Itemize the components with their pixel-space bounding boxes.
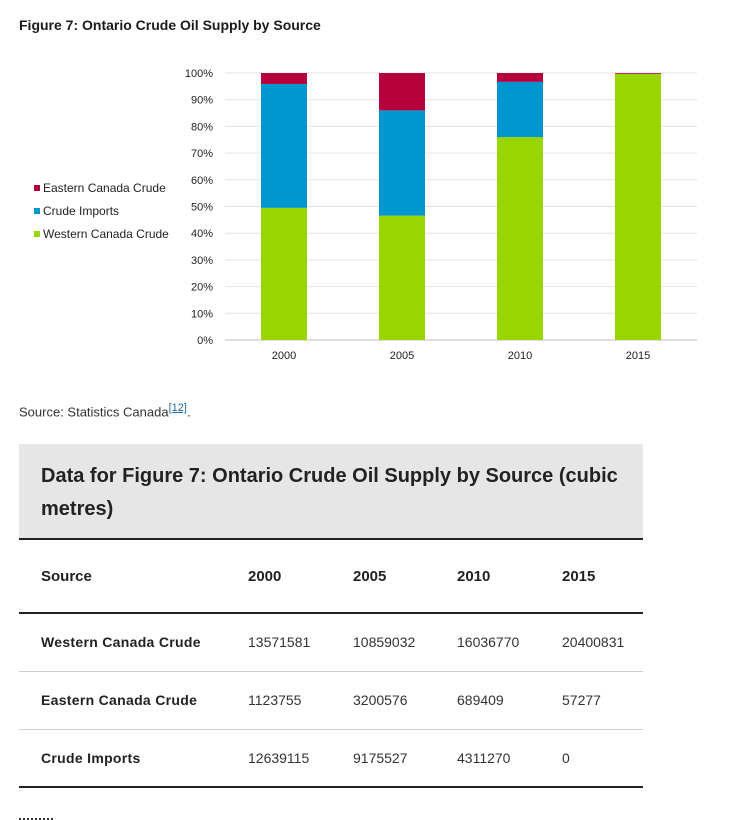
bar-segment xyxy=(261,207,307,340)
header-2000: 2000 xyxy=(248,567,282,585)
bar-segment xyxy=(615,73,661,341)
figure-title: Figure 7: Ontario Crude Oil Supply by So… xyxy=(19,17,321,33)
y-tick-label: 100% xyxy=(185,68,213,80)
table-row: Crude Imports 12639115 9175527 4311270 0 xyxy=(19,729,643,787)
legend-swatch xyxy=(34,185,40,191)
legend-label: Eastern Canada Crude xyxy=(43,181,166,195)
x-tick-label: 2015 xyxy=(626,350,650,362)
y-tick-label: 60% xyxy=(191,175,213,187)
bar-segment xyxy=(379,215,425,340)
table-cell: 0 xyxy=(562,749,570,766)
table-cell: 12639115 xyxy=(248,749,310,766)
bar-segment xyxy=(379,73,425,111)
bar-segment xyxy=(261,83,307,208)
x-tick-label: 2010 xyxy=(508,350,532,362)
header-2010: 2010 xyxy=(457,567,491,585)
legend-swatch xyxy=(34,208,40,214)
legend-label: Crude Imports xyxy=(43,204,119,218)
y-tick-label: 0% xyxy=(197,335,213,347)
header-2015: 2015 xyxy=(562,567,596,585)
y-tick-label: 20% xyxy=(191,282,213,294)
source-note: Source: Statistics Canada[12]. xyxy=(19,402,191,419)
row-label: Crude Imports xyxy=(41,749,141,766)
header-2005: 2005 xyxy=(353,567,387,585)
y-tick-label: 80% xyxy=(191,121,213,133)
y-tick-label: 90% xyxy=(191,95,213,107)
table-cell: 13571581 xyxy=(248,634,311,651)
x-tick-label: 2000 xyxy=(272,350,296,362)
y-tick-label: 50% xyxy=(191,202,213,214)
table-cell: 4311270 xyxy=(457,749,511,766)
data-table: Source 2000 2005 2010 2015 Western Canad… xyxy=(19,538,643,788)
table-cell: 689409 xyxy=(457,692,504,708)
legend-label: Western Canada Crude xyxy=(43,227,169,241)
table-cell: 10859032 xyxy=(353,634,416,651)
y-tick-label: 40% xyxy=(191,228,213,240)
x-tick-label: 2005 xyxy=(390,350,414,362)
table-caption-box: Data for Figure 7: Ontario Crude Oil Sup… xyxy=(19,444,643,540)
bar-segment xyxy=(615,73,661,74)
bar-segment xyxy=(497,137,543,340)
cut-off-heading xyxy=(19,812,59,820)
table-cell: 3200576 xyxy=(353,692,408,708)
table-cell: 1123755 xyxy=(248,692,302,708)
y-tick-label: 30% xyxy=(191,255,213,267)
legend-swatch xyxy=(34,231,40,237)
table-row: Eastern Canada Crude 1123755 3200576 689… xyxy=(19,671,643,729)
table-header-row: Source 2000 2005 2010 2015 xyxy=(19,539,643,613)
table-cell: 20400831 xyxy=(562,634,625,651)
table-caption: Data for Figure 7: Ontario Crude Oil Sup… xyxy=(41,465,618,520)
y-tick-label: 10% xyxy=(191,308,213,320)
y-tick-label: 70% xyxy=(191,148,213,160)
bar-segment xyxy=(261,73,307,84)
source-label: Source: Statistics Canada xyxy=(19,404,169,420)
header-source: Source xyxy=(41,567,92,585)
row-label: Western Canada Crude xyxy=(41,634,201,651)
bar-segment xyxy=(497,81,543,138)
table-cell: 16036770 xyxy=(457,634,520,651)
bar-segment xyxy=(497,73,543,82)
stacked-bar-chart: 0% 10% 20% 30% 40% 50% 60% 70% 80% 90% 100% 2000 200… xyxy=(34,68,697,362)
row-label: Eastern Canada Crude xyxy=(41,692,198,708)
table-row: Western Canada Crude 13571581 10859032 1… xyxy=(19,613,643,671)
bar-segment xyxy=(379,110,425,216)
source-trailing-punctuation: . xyxy=(186,404,191,420)
table-cell: 57277 xyxy=(562,692,601,708)
table-cell: 9175527 xyxy=(353,749,408,766)
source-reference-link[interactable]: [12] xyxy=(168,402,187,414)
